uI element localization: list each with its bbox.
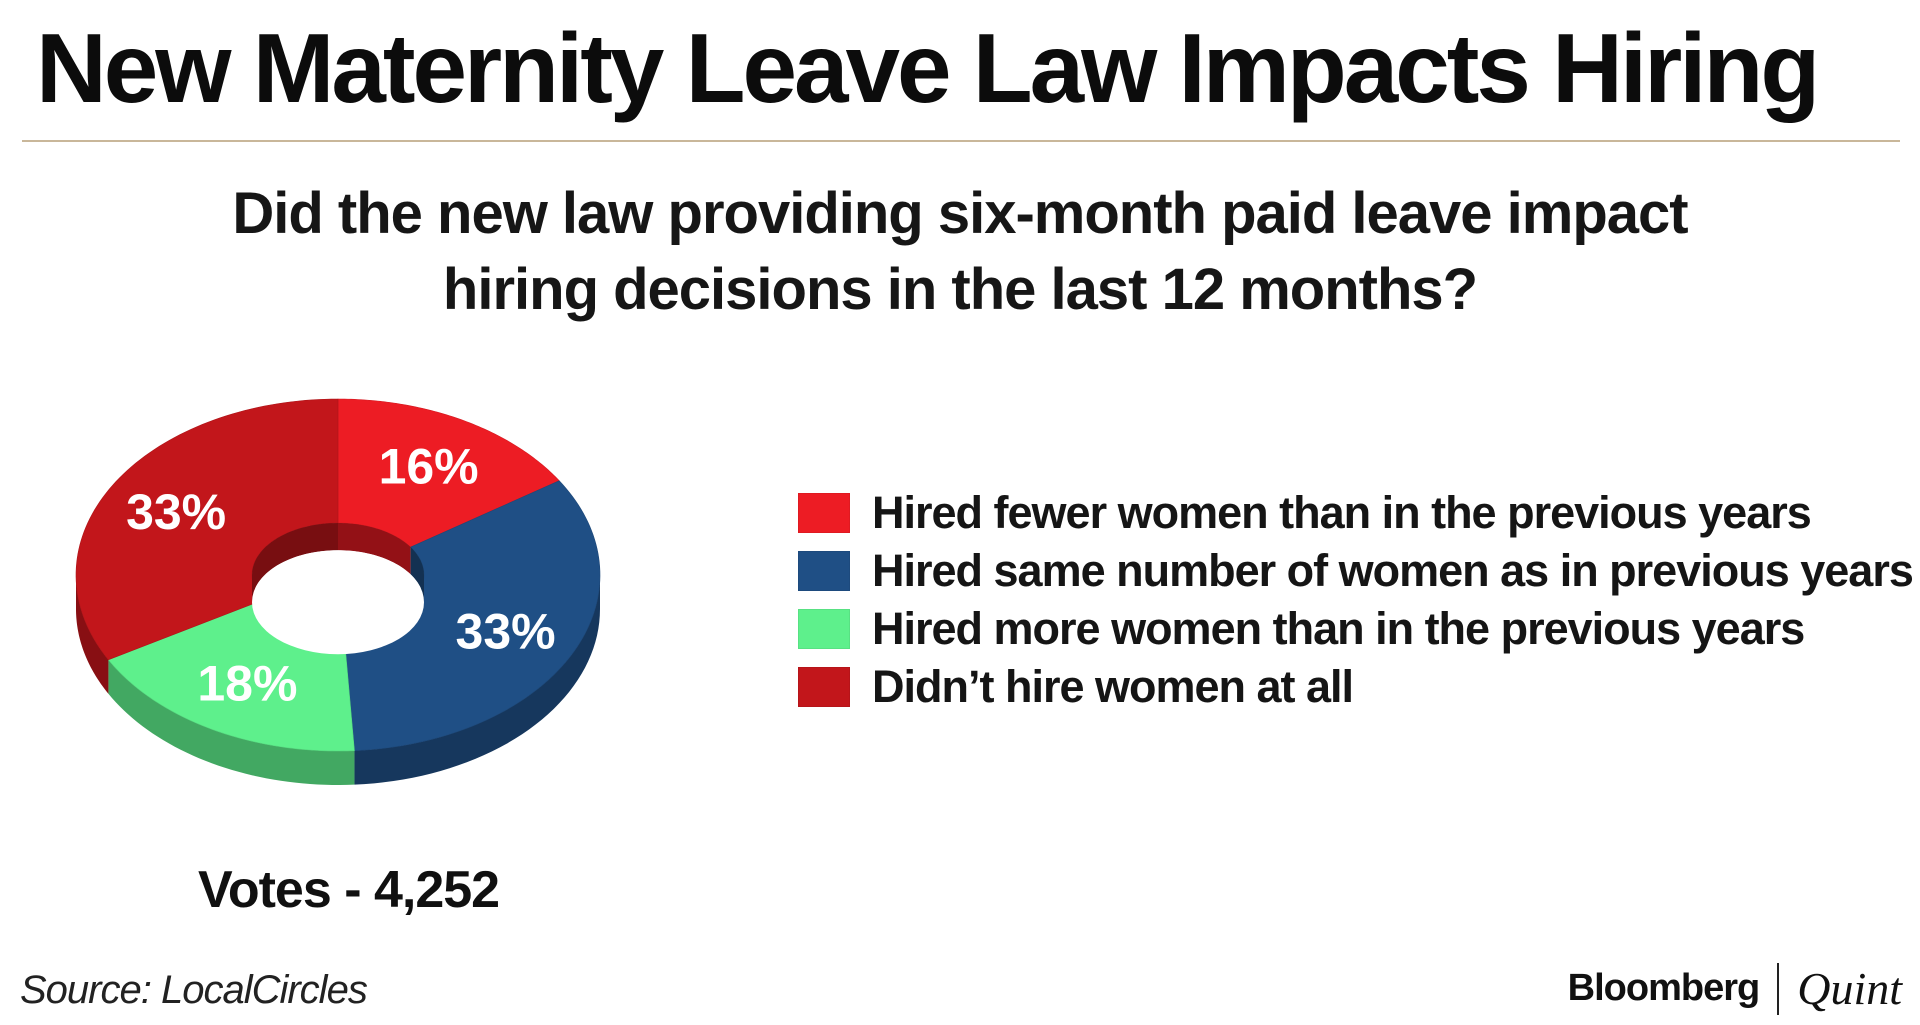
- source-note: Source: LocalCircles: [20, 968, 368, 1012]
- brand-logo: Bloomberg Quint: [1568, 962, 1902, 1015]
- legend-item: Hired more women than in the previous ye…: [798, 600, 1913, 658]
- slice-value-label: 16%: [379, 438, 479, 494]
- legend-label: Hired fewer women than in the previous y…: [872, 487, 1812, 538]
- question-line-2: hiring decisions in the last 12 months?: [442, 257, 1478, 322]
- donut-side-wall: [108, 659, 355, 785]
- legend-swatch: [798, 609, 850, 649]
- question-line-1: Did the new law providing six-month paid…: [232, 181, 1688, 246]
- brand-divider: [1777, 962, 1780, 1015]
- donut-hole: [252, 523, 424, 655]
- legend-item: Hired fewer women than in the previous y…: [798, 484, 1913, 542]
- legend-label: Hired same number of women as in previou…: [872, 545, 1914, 596]
- donut-side-wall: [354, 575, 600, 785]
- legend-label: Didn’t hire women at all: [872, 661, 1354, 712]
- legend-swatch: [798, 551, 850, 591]
- chart-legend: Hired fewer women than in the previous y…: [798, 484, 1914, 716]
- legend-swatch: [798, 493, 850, 533]
- donut-inner-wall: [252, 523, 338, 603]
- donut-side-walls: [76, 575, 600, 785]
- votes-count: Votes - 4,252: [198, 861, 500, 919]
- legend-item: Didn’t hire women at all: [798, 658, 1913, 716]
- brand-quint: Quint: [1797, 963, 1902, 1014]
- header-divider: [22, 140, 1900, 142]
- chart-question: Did the new law providing six-month paid…: [0, 176, 1920, 328]
- legend-item: Hired same number of women as in previou…: [798, 542, 1914, 600]
- donut-top-faces: [75, 398, 601, 752]
- donut-chart: 16% 33% 18% 33%: [75, 398, 601, 785]
- legend-swatch: [798, 667, 850, 707]
- chart-headline: New Maternity Leave Law Impacts Hiring: [36, 13, 1820, 123]
- slice-value-label: 18%: [197, 656, 297, 712]
- donut-hole-opening: [252, 550, 424, 655]
- donut-inner-wall: [338, 523, 411, 575]
- donut-side-wall: [76, 575, 109, 694]
- slice-value-label: 33%: [456, 603, 556, 659]
- brand-bloomberg: Bloomberg: [1567, 967, 1761, 1009]
- donut-inner-wall: [410, 547, 424, 603]
- donut-value-labels: 16% 33% 18% 33%: [126, 438, 556, 711]
- legend-label: Hired more women than in the previous ye…: [872, 603, 1805, 654]
- slice-value-label: 33%: [126, 484, 226, 540]
